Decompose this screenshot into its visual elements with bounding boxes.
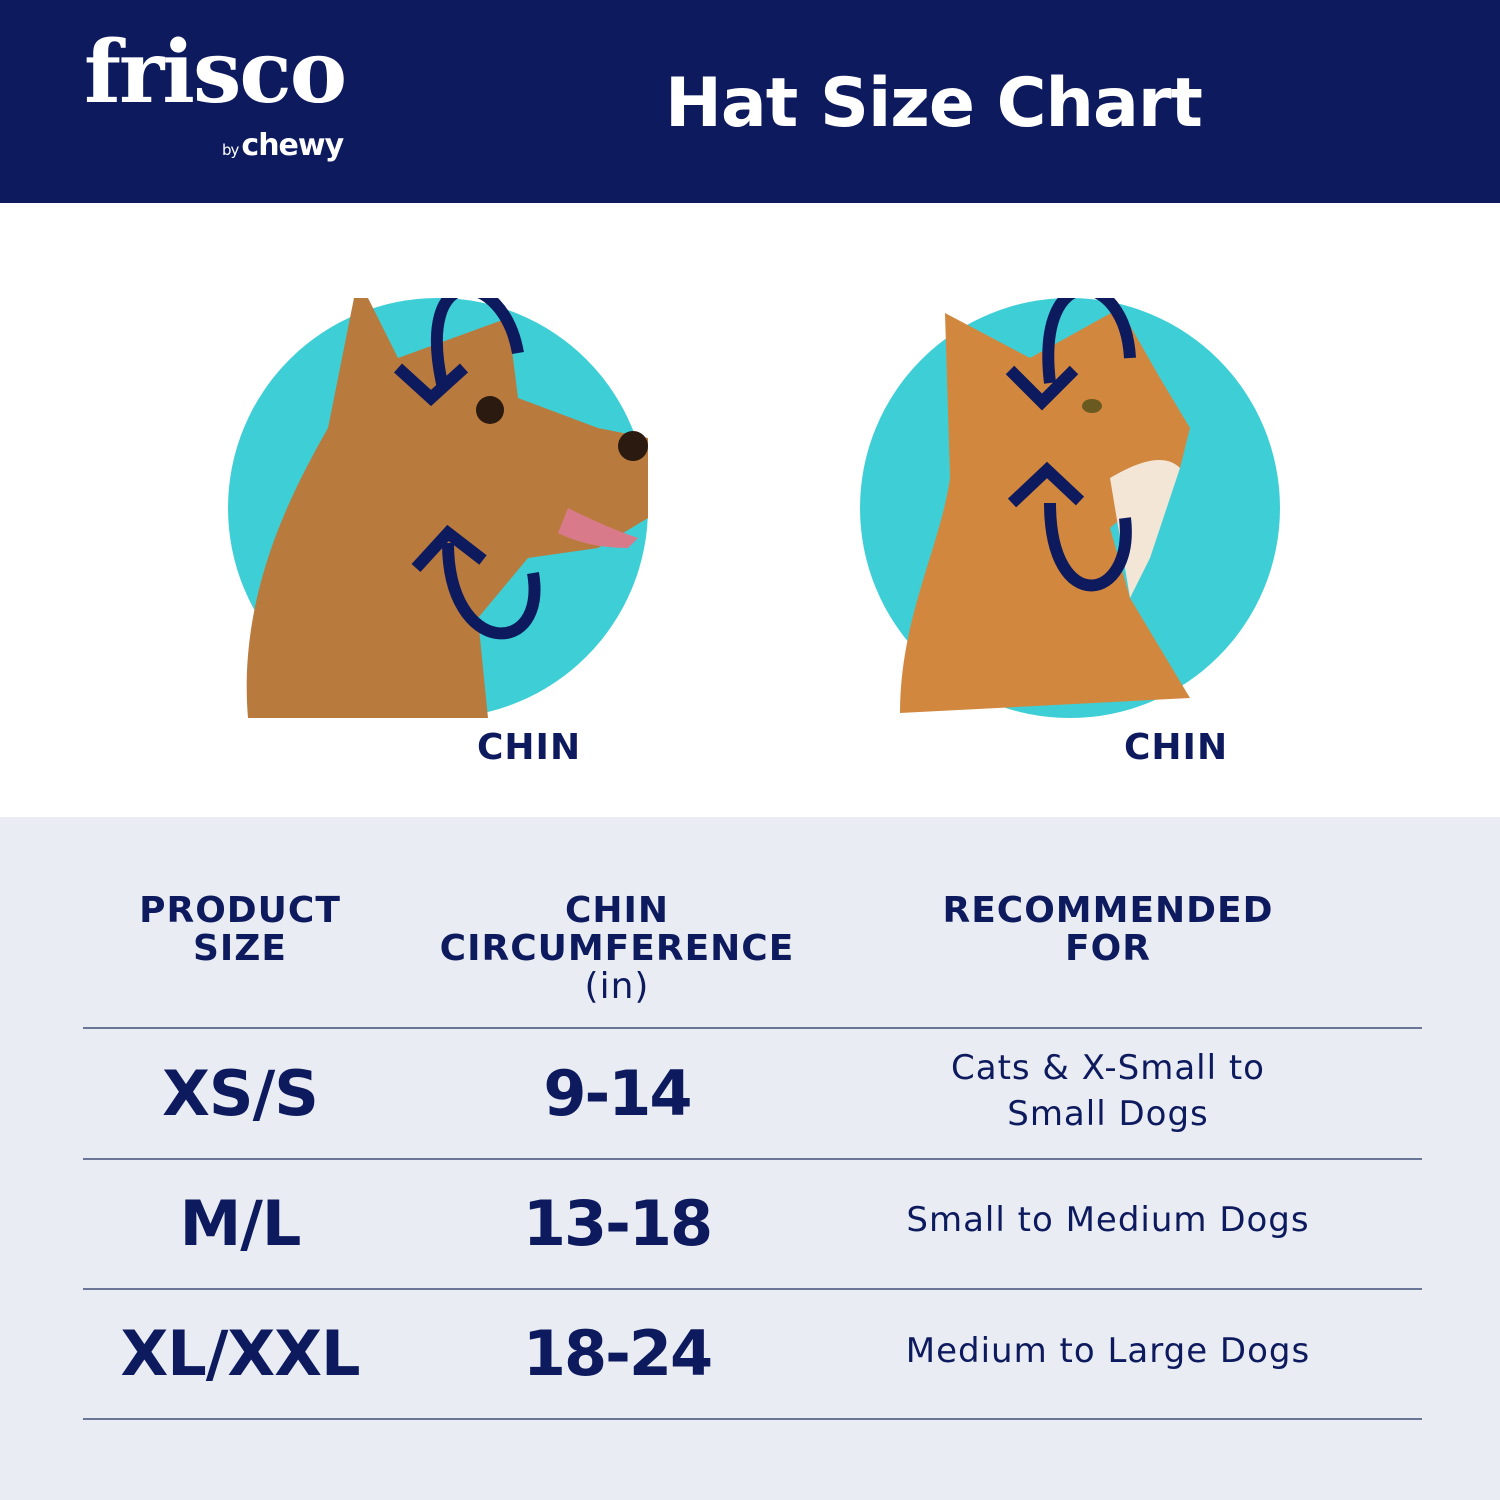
recommended-line: Cats & X-Small to [951, 1048, 1265, 1088]
size-cell: M/L [179, 1187, 302, 1260]
header-chin-circumference: CHIN CIRCUMFERENCE (in) [417, 892, 817, 1006]
dog-image [246, 298, 648, 718]
header-line: PRODUCT [139, 890, 341, 931]
logo-partner: chewy [241, 128, 344, 163]
header-banner: frisco by chewy Hat Size Chart [0, 0, 1500, 203]
size-cell: XL/XXL [120, 1317, 360, 1390]
header-line: CHIN [564, 890, 670, 931]
circumference-cell: 13-18 [522, 1187, 713, 1260]
cat-chin-label: CHIN [1124, 727, 1229, 768]
divider [83, 1288, 1422, 1290]
dog-chin-label: CHIN [477, 727, 582, 768]
recommended-line: Small Dogs [1007, 1094, 1209, 1134]
size-table: PRODUCT SIZE CHIN CIRCUMFERENCE (in) REC… [0, 817, 1500, 1500]
divider [83, 1158, 1422, 1160]
header-line: FOR [1065, 928, 1151, 969]
recommended-cell: Cats & X-Small to Small Dogs [860, 1045, 1356, 1137]
header-recommended-for: RECOMMENDED FOR [900, 892, 1316, 968]
recommended-cell: Medium to Large Dogs [905, 1331, 1311, 1371]
cat-image [900, 298, 1190, 713]
header-line: SIZE [192, 928, 288, 969]
header-line: CIRCUMFERENCE [439, 928, 795, 969]
cat-illustration [860, 298, 1280, 718]
logo-by: by [222, 141, 239, 159]
header-line: RECOMMENDED [942, 890, 1274, 931]
recommended-cell: Small to Medium Dogs [906, 1200, 1310, 1240]
circumference-cell: 18-24 [522, 1317, 713, 1390]
divider [83, 1027, 1422, 1029]
frisco-logo: frisco by chewy [84, 22, 347, 164]
header-product-size: PRODUCT SIZE [100, 892, 380, 968]
logo-by-chewy: by chewy [222, 128, 344, 163]
divider [83, 1418, 1422, 1420]
dog-illustration [228, 298, 648, 718]
size-cell: XS/S [162, 1057, 319, 1130]
circumference-cell: 9-14 [543, 1057, 692, 1130]
header-unit: (in) [584, 966, 650, 1007]
logo-brand: frisco [84, 22, 347, 123]
page-title: Hat Size Chart [665, 64, 1203, 143]
